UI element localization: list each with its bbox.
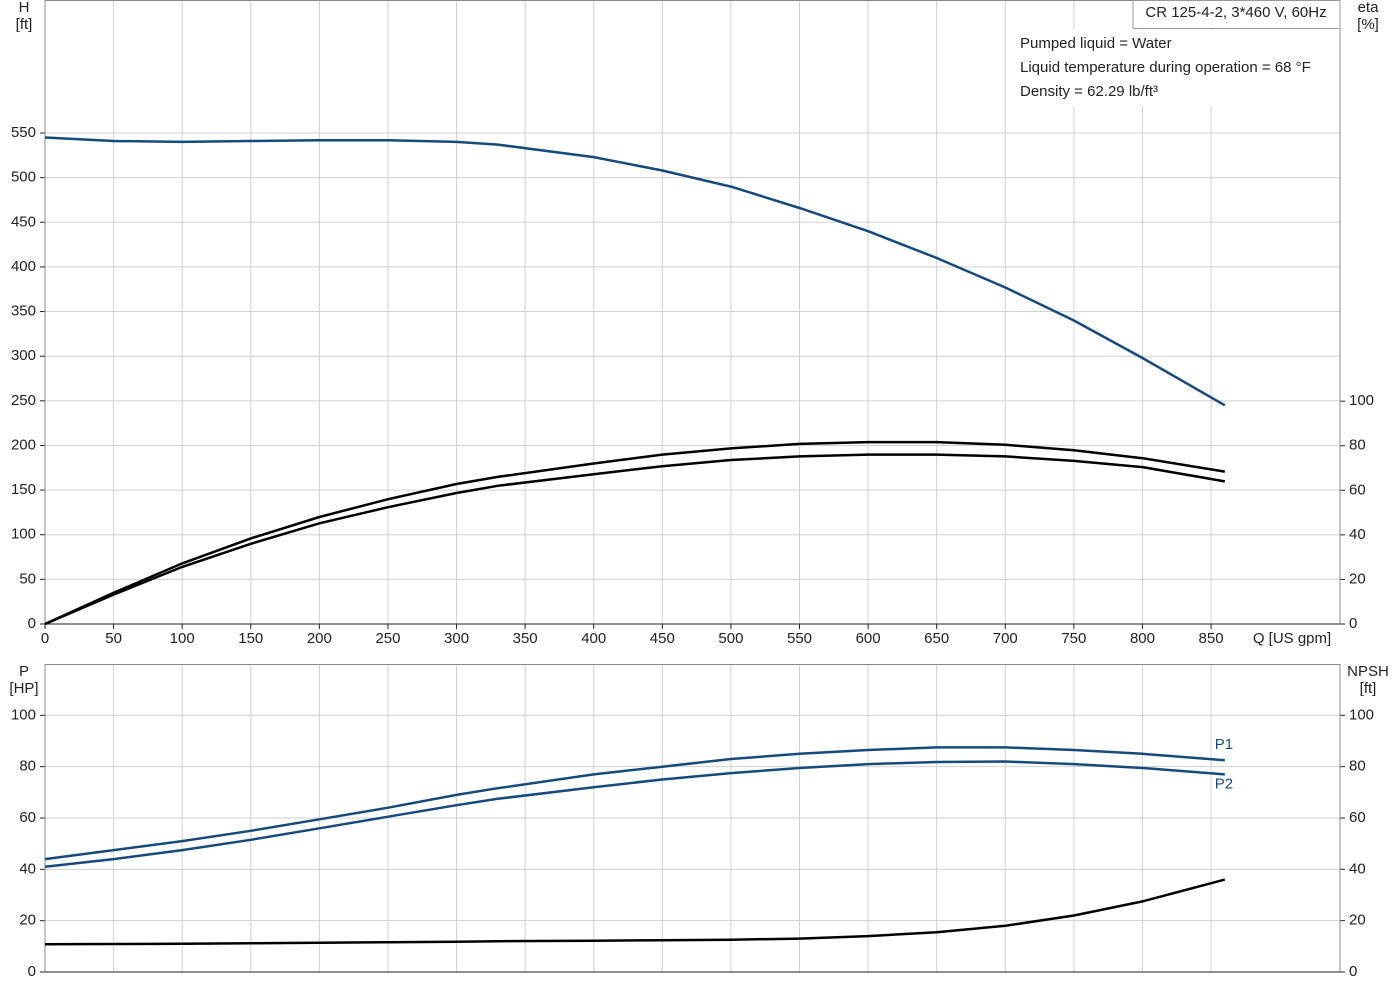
- x-tick-label: 0: [41, 630, 49, 647]
- y-axis-label: H: [19, 0, 30, 16]
- title-box: [1132, 0, 1341, 29]
- x-tick-label: 800: [1130, 630, 1155, 647]
- y-axis-unit: [HP]: [9, 680, 38, 697]
- x-tick-label: 250: [375, 630, 400, 647]
- y2-tick-label: 80: [1349, 758, 1366, 775]
- x-tick-label: 400: [581, 630, 606, 647]
- info-panel: CR 125-4-2, 3*460 V, 60Hz Pumped liquid …: [1015, 0, 1341, 106]
- y2-tick-label: 60: [1349, 481, 1366, 498]
- note: Density = 62.29 lb/ft³: [1020, 83, 1158, 100]
- x-tick-label: 200: [307, 630, 332, 647]
- y-tick-label: 200: [11, 436, 36, 453]
- x-tick-label: 750: [1061, 630, 1086, 647]
- x-tick-label: 350: [513, 630, 538, 647]
- y-tick-label: 0: [28, 963, 36, 980]
- curve: [44, 440, 1226, 626]
- x-tick-label: 150: [238, 630, 263, 647]
- y2-axis-label: NPSH: [1347, 663, 1389, 680]
- x-tick-label: 550: [787, 630, 812, 647]
- y-tick-label: 50: [19, 570, 36, 587]
- notes-background: [1015, 30, 1339, 106]
- y-tick-label: 20: [19, 912, 36, 929]
- y-tick-label: 80: [19, 758, 36, 775]
- y-axis-unit: [ft]: [16, 16, 33, 33]
- note: Pumped liquid = Water: [1020, 35, 1172, 52]
- curve: [44, 746, 1225, 861]
- y-tick-label: 550: [11, 124, 36, 141]
- chart-title: CR 125-4-2, 3*460 V, 60Hz: [1145, 4, 1326, 21]
- x-tick-label: 450: [650, 630, 675, 647]
- y-tick-label: 100: [11, 706, 36, 723]
- y2-tick-label: 40: [1349, 860, 1366, 877]
- y-tick-label: 60: [19, 809, 36, 826]
- y2-tick-label: 0: [1349, 963, 1357, 980]
- y2-tick-label: 100: [1349, 392, 1374, 409]
- y-tick-label: 40: [19, 860, 36, 877]
- curve: [44, 136, 1226, 407]
- y-tick-label: 350: [11, 303, 36, 320]
- y2-axis-unit: [ft]: [1360, 680, 1377, 697]
- y2-tick-label: 40: [1349, 526, 1366, 543]
- y-tick-label: 250: [11, 392, 36, 409]
- curve: [44, 878, 1226, 946]
- y-tick-label: 0: [28, 615, 36, 632]
- series-label: P1: [1215, 736, 1233, 753]
- y2-tick-label: 100: [1349, 706, 1374, 723]
- note: Liquid temperature during operation = 68…: [1020, 59, 1311, 76]
- y2-axis-unit: [%]: [1357, 16, 1379, 33]
- y-tick-label: 300: [11, 347, 36, 364]
- y-axis-label: P: [19, 663, 29, 680]
- y-tick-label: 150: [11, 481, 36, 498]
- x-tick-label: 850: [1199, 630, 1224, 647]
- x-tick-label: 650: [924, 630, 949, 647]
- series-label: P2: [1215, 775, 1233, 792]
- y2-axis-label: eta: [1358, 0, 1380, 16]
- curve: [44, 453, 1226, 626]
- x-tick-label: 500: [718, 630, 743, 647]
- curve: [44, 760, 1225, 869]
- y-tick-label: 400: [11, 258, 36, 275]
- y2-tick-label: 20: [1349, 912, 1366, 929]
- x-tick-label: 50: [105, 630, 122, 647]
- x-tick-label: 600: [856, 630, 881, 647]
- y-tick-label: 500: [11, 169, 36, 186]
- x-axis-label: Q [US gpm]: [1253, 630, 1331, 647]
- y2-tick-label: 80: [1349, 437, 1366, 454]
- y-tick-label: 450: [11, 213, 36, 230]
- y2-tick-label: 0: [1349, 615, 1357, 632]
- y2-tick-label: 20: [1349, 570, 1366, 587]
- y-tick-label: 100: [11, 526, 36, 543]
- x-tick-label: 300: [444, 630, 469, 647]
- x-tick-label: 700: [993, 630, 1018, 647]
- x-tick-label: 100: [170, 630, 195, 647]
- y2-tick-label: 60: [1349, 809, 1366, 826]
